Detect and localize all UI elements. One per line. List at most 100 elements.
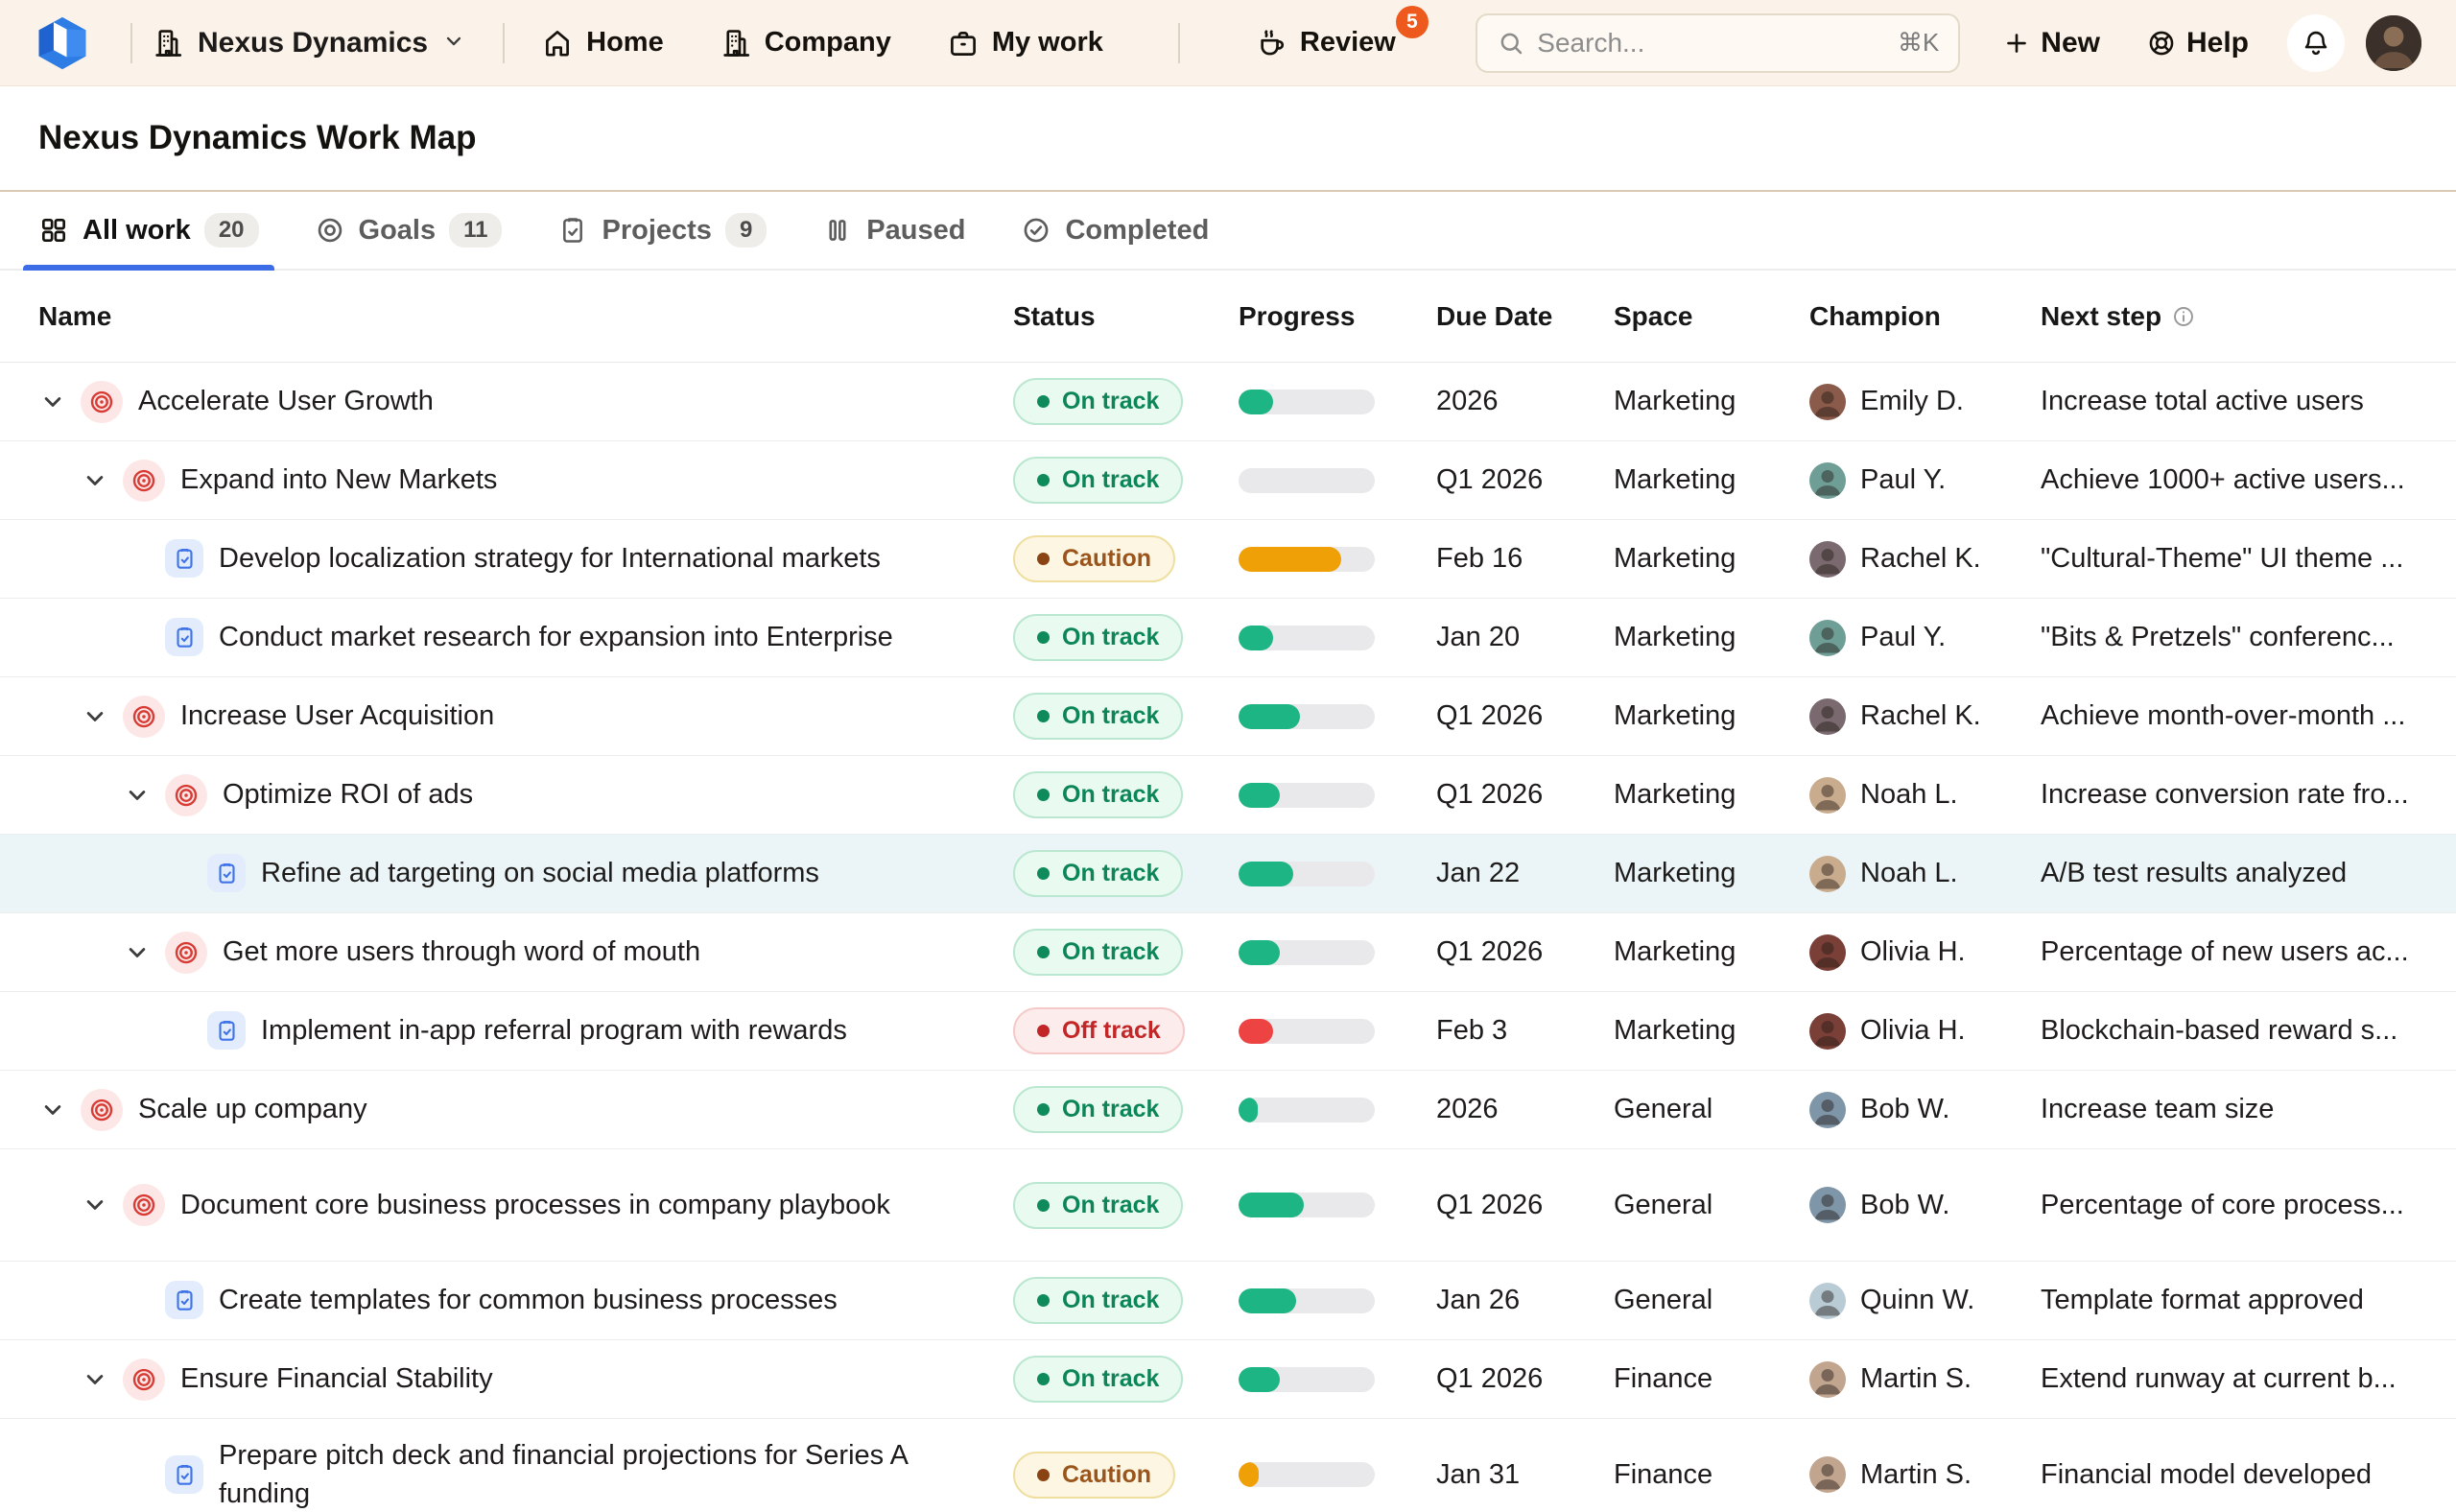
row-expand-chevron[interactable] [81, 702, 109, 731]
row-expand-chevron[interactable] [38, 388, 67, 416]
status-dot-icon [1037, 1025, 1050, 1037]
item-name[interactable]: Create templates for common business pro… [219, 1281, 838, 1319]
row-expand-chevron[interactable] [81, 466, 109, 495]
status-badge[interactable]: On track [1013, 457, 1183, 504]
status-badge[interactable]: Caution [1013, 1452, 1175, 1499]
due-date: Jan 20 [1436, 622, 1614, 653]
status-badge[interactable]: Caution [1013, 535, 1175, 582]
name-cell: Increase User Acquisition [0, 696, 1013, 738]
status-dot-icon [1037, 474, 1050, 486]
table-row[interactable]: Develop localization strategy for Intern… [0, 520, 2456, 599]
table-row[interactable]: Ensure Financial StabilityOn trackQ1 202… [0, 1340, 2456, 1419]
table-row[interactable]: Refine ad targeting on social media plat… [0, 835, 2456, 913]
page-title: Nexus Dynamics Work Map [38, 119, 476, 157]
next-step-cell: Blockchain-based reward s... [2041, 1015, 2456, 1047]
table-row[interactable]: Increase User AcquisitionOn trackQ1 2026… [0, 677, 2456, 756]
status-badge[interactable]: On track [1013, 850, 1183, 897]
help-button[interactable]: Help [2146, 27, 2249, 59]
user-avatar[interactable] [2366, 15, 2421, 71]
tab-projects[interactable]: Projects9 [557, 192, 767, 269]
item-name[interactable]: Accelerate User Growth [138, 382, 434, 420]
progress-cell [1239, 1193, 1436, 1217]
nav-item-review[interactable]: Review5 [1255, 27, 1396, 59]
row-expand-chevron[interactable] [81, 1191, 109, 1219]
tab-paused[interactable]: Paused [822, 192, 965, 269]
table-row[interactable]: Optimize ROI of adsOn trackQ1 2026Market… [0, 756, 2456, 835]
tab-completed[interactable]: Completed [1021, 192, 1209, 269]
status-label: On track [1062, 702, 1159, 730]
status-badge[interactable]: On track [1013, 1356, 1183, 1403]
space-name: Marketing [1614, 386, 1809, 417]
pause-icon [822, 215, 853, 246]
status-badge[interactable]: On track [1013, 378, 1183, 425]
item-name[interactable]: Expand into New Markets [180, 461, 497, 499]
row-expand-chevron[interactable] [123, 781, 152, 810]
nav-item-label: My work [992, 27, 1103, 59]
status-cell: On track [1013, 850, 1239, 897]
status-cell: On track [1013, 1277, 1239, 1324]
status-badge[interactable]: On track [1013, 1086, 1183, 1133]
item-name[interactable]: Get more users through word of mouth [223, 933, 700, 971]
next-step-text: Increase team size [2041, 1094, 2437, 1125]
tab-goals[interactable]: Goals11 [315, 192, 503, 269]
status-badge[interactable]: Off track [1013, 1007, 1185, 1054]
status-badge[interactable]: On track [1013, 614, 1183, 661]
col-header-next-step: Next step [2041, 301, 2456, 332]
row-expand-chevron[interactable] [38, 1096, 67, 1124]
row-expand-chevron[interactable] [81, 1365, 109, 1394]
progress-cell [1239, 783, 1436, 808]
row-expand-chevron[interactable] [123, 938, 152, 967]
status-badge[interactable]: On track [1013, 1182, 1183, 1229]
status-badge[interactable]: On track [1013, 771, 1183, 818]
space-name: Marketing [1614, 779, 1809, 811]
search-box[interactable]: ⌘K [1476, 13, 1960, 73]
nav-item-my-work[interactable]: My work [947, 27, 1103, 59]
table-row[interactable]: Expand into New MarketsOn trackQ1 2026Ma… [0, 441, 2456, 520]
new-button[interactable]: New [2002, 27, 2100, 59]
grid-icon [38, 215, 69, 246]
item-name[interactable]: Prepare pitch deck and financial project… [219, 1436, 936, 1512]
status-badge[interactable]: On track [1013, 929, 1183, 976]
status-label: On track [1062, 1365, 1159, 1393]
name-cell: Document core business processes in comp… [0, 1184, 1013, 1226]
table-row[interactable]: Scale up companyOn track2026GeneralBob W… [0, 1071, 2456, 1149]
search-input[interactable] [1537, 28, 1886, 59]
space-name: Finance [1614, 1363, 1809, 1395]
table-row[interactable]: Conduct market research for expansion in… [0, 599, 2456, 677]
tab-all-work[interactable]: All work20 [38, 192, 259, 269]
table-row[interactable]: Get more users through word of mouth On t… [0, 913, 2456, 992]
item-name[interactable]: Document core business processes in comp… [180, 1186, 890, 1224]
next-step-text: Financial model developed [2041, 1459, 2437, 1491]
org-switcher[interactable]: Nexus Dynamics [152, 27, 484, 59]
table-row[interactable]: Accelerate User GrowthOn track2026Market… [0, 363, 2456, 441]
champion-avatar [1809, 1092, 1846, 1128]
app-logo-icon[interactable] [35, 15, 90, 71]
space-name: Marketing [1614, 700, 1809, 732]
item-name[interactable]: Scale up company [138, 1090, 367, 1128]
item-name[interactable]: Increase User Acquisition [180, 697, 494, 735]
nav-item-company[interactable]: Company [720, 27, 891, 59]
table-row[interactable]: Implement in-app referral program with r… [0, 992, 2456, 1071]
review-count-badge: 5 [1396, 6, 1429, 38]
item-name[interactable]: Develop localization strategy for Intern… [219, 539, 881, 578]
nav-item-home[interactable]: Home [541, 27, 664, 59]
help-button-label: Help [2186, 27, 2249, 59]
project-icon [165, 618, 203, 656]
item-name[interactable]: Optimize ROI of ads [223, 775, 473, 814]
goal-target-icon [165, 774, 207, 816]
table-row[interactable]: Prepare pitch deck and financial project… [0, 1419, 2456, 1512]
table-row[interactable]: Document core business processes in comp… [0, 1149, 2456, 1262]
status-badge[interactable]: On track [1013, 693, 1183, 740]
notifications-button[interactable] [2287, 14, 2345, 72]
table-row[interactable]: Create templates for common business pro… [0, 1262, 2456, 1340]
org-name: Nexus Dynamics [198, 27, 428, 59]
item-name[interactable]: Implement in-app referral program with r… [261, 1011, 847, 1050]
item-name[interactable]: Refine ad targeting on social media plat… [261, 854, 819, 892]
item-name[interactable]: Ensure Financial Stability [180, 1359, 493, 1398]
lifebuoy-icon [2146, 28, 2177, 59]
nav-item-label: Review [1300, 27, 1396, 59]
item-name[interactable]: Conduct market research for expansion in… [219, 618, 893, 656]
due-date: Jan 31 [1436, 1459, 1614, 1491]
status-badge[interactable]: On track [1013, 1277, 1183, 1324]
progress-cell [1239, 626, 1436, 650]
